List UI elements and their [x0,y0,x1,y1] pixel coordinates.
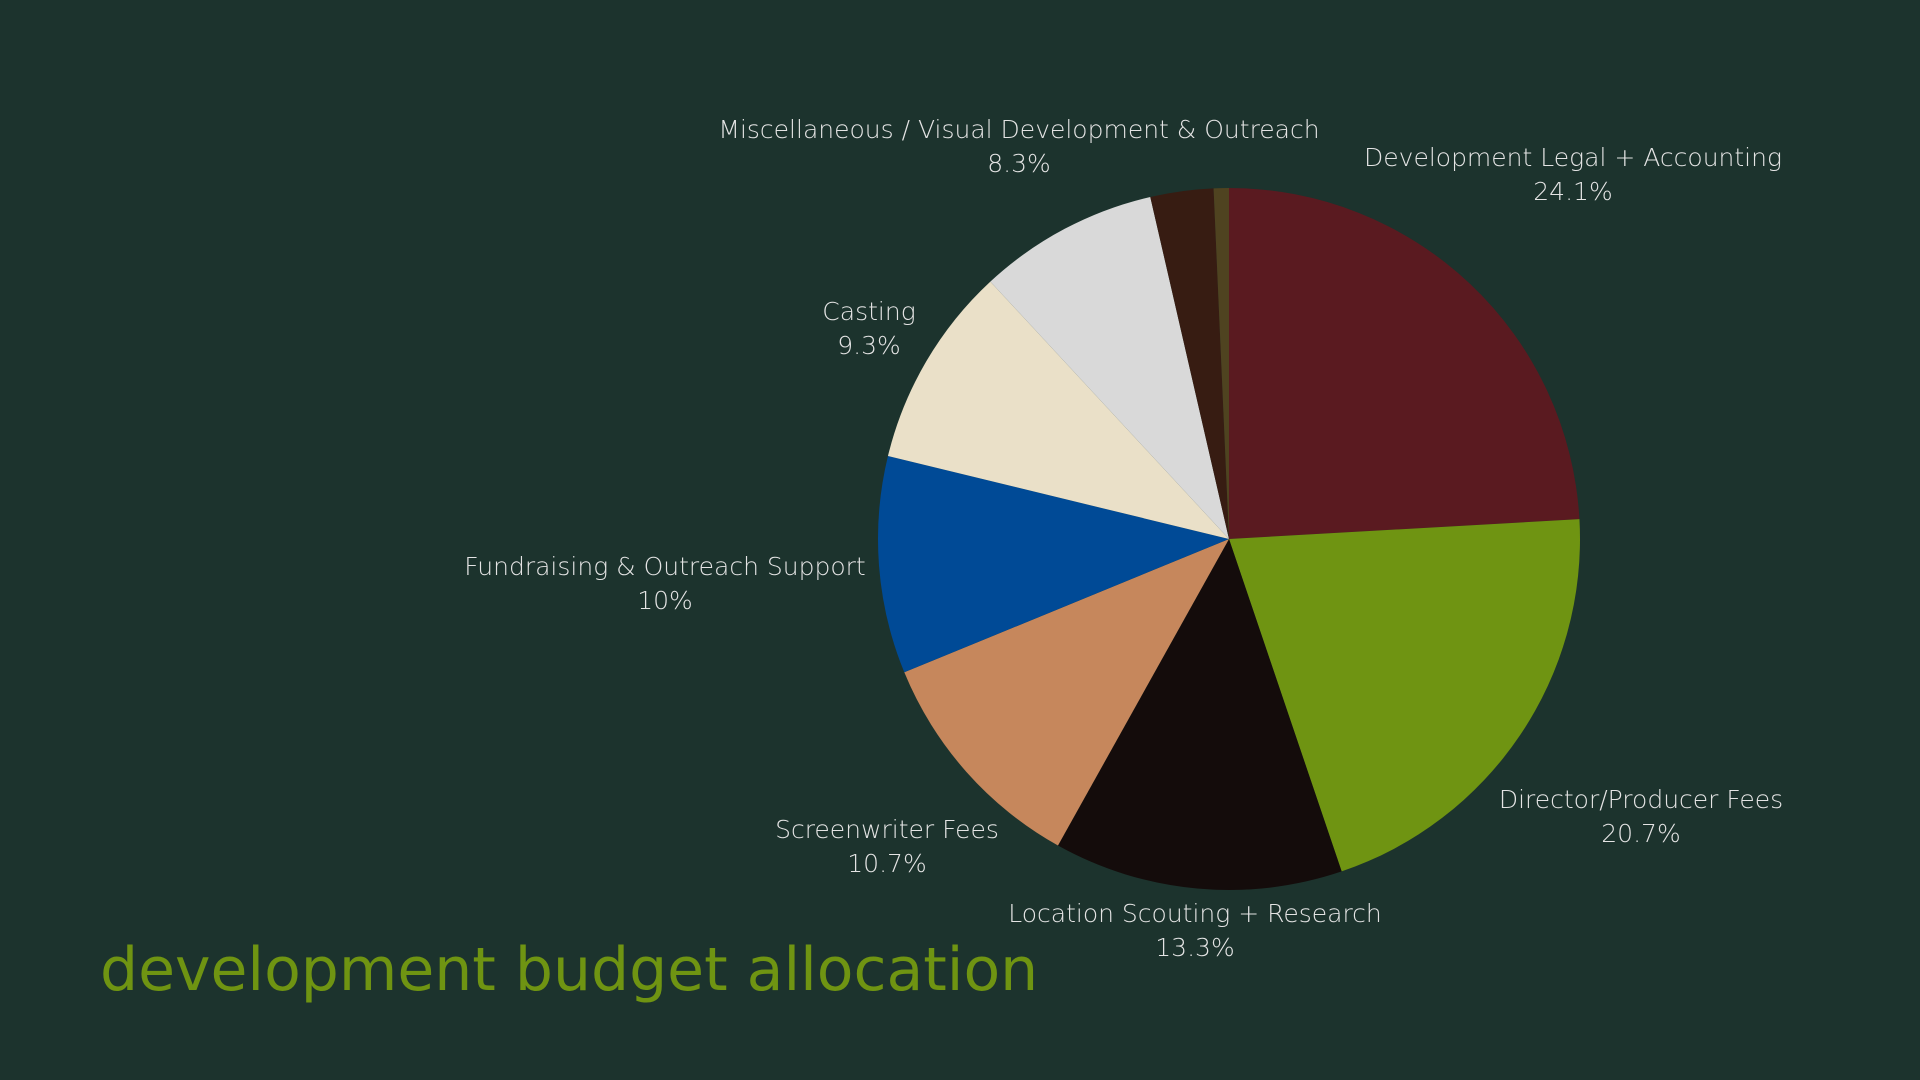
pie [878,188,1580,890]
value-label: 24.1% [1533,177,1612,206]
pie-slice [990,196,1229,539]
slice-label: Screenwriter Fees [775,815,999,844]
pie-slice [1150,188,1229,539]
pie-slice [1213,188,1229,539]
slice-label: Director/Producer Fees [1499,785,1783,814]
pie-slice [1229,519,1580,872]
pie-slice [878,455,1229,673]
value-label: 20.7% [1601,819,1680,848]
pie-slice [904,539,1229,846]
pie-slice [887,281,1229,539]
slice-label: Fundraising & Outreach Support [464,552,865,581]
slice-label: Casting [822,297,915,326]
value-label: 9.3% [837,331,901,360]
value-label: 10% [637,586,693,615]
pie-slice [1229,188,1580,539]
slice-label: Development Legal + Accounting [1364,143,1782,172]
value-label: 8.3% [987,149,1051,178]
chart-title: development budget allocation [100,935,1038,1005]
slice-label: Miscellaneous / Visual Development & Out… [718,115,1319,144]
value-label: 13.3% [1155,933,1234,962]
pie-slice [1057,539,1342,890]
slice-label: Location Scouting + Research [1008,899,1382,928]
value-label: 10.7% [847,849,926,878]
